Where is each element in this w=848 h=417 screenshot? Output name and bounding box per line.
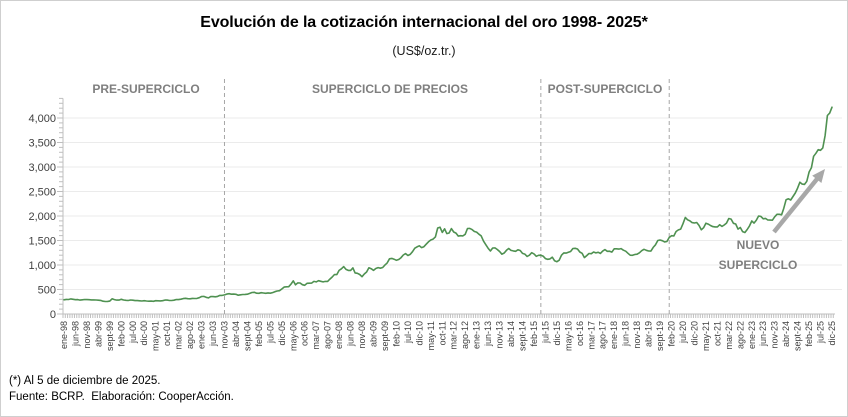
x-tick-label: mar-12 xyxy=(449,321,459,350)
y-tick-label: 3,000 xyxy=(28,162,56,174)
x-tick-label: sept-99 xyxy=(105,321,115,351)
x-tick-label: feb-10 xyxy=(391,321,401,347)
x-tick-label: jul-10 xyxy=(403,321,413,344)
x-tick-label: abr-24 xyxy=(781,321,791,347)
x-tick-label: feb-25 xyxy=(804,321,814,347)
y-tick-label: 3,500 xyxy=(28,138,56,150)
y-tick-label: 1,500 xyxy=(28,236,56,248)
x-tick-label: oct-16 xyxy=(575,321,585,346)
x-tick-label: feb-15 xyxy=(529,321,539,347)
x-tick-label: mar-17 xyxy=(586,321,596,350)
x-tick-label: dic-00 xyxy=(139,321,149,346)
x-tick-label: may-21 xyxy=(701,321,711,351)
x-tick-label: nov-18 xyxy=(632,321,642,349)
x-tick-label: mar-02 xyxy=(174,321,184,350)
x-tick-label: dic-05 xyxy=(277,321,287,346)
x-tick-label: may-01 xyxy=(151,321,161,351)
x-tick-label: feb-00 xyxy=(116,321,126,347)
y-tick-label: 1,000 xyxy=(28,260,56,272)
y-tick-label: 2,000 xyxy=(28,211,56,223)
x-tick-label: dic-20 xyxy=(689,321,699,346)
x-tick-label: abr-09 xyxy=(368,321,378,347)
annotation-nuevo-superciclo-line2: SUPERCICLO xyxy=(718,258,798,272)
x-tick-label: oct-06 xyxy=(300,321,310,346)
x-tick-label: ene-08 xyxy=(334,321,344,349)
period-label-post-superciclo: POST-SUPERCICLO xyxy=(547,82,663,96)
x-tick-label: nov-23 xyxy=(770,321,780,349)
x-tick-label: feb-05 xyxy=(254,321,264,347)
chart-subtitle: (US$/oz.tr.) xyxy=(392,44,456,58)
gold-price-line xyxy=(63,106,833,303)
x-tick-label: mar-07 xyxy=(311,321,321,350)
x-tick-label: jun-98 xyxy=(70,321,80,347)
x-tick-label: jul-25 xyxy=(816,321,826,344)
x-tick-label: jun-18 xyxy=(621,321,631,347)
x-tick-label: ago-02 xyxy=(185,321,195,349)
x-tick-label: oct-11 xyxy=(437,321,447,345)
x-tick-label: jun-23 xyxy=(758,321,768,347)
footnote-source: Fuente: BCRP. Elaboración: CooperAcción. xyxy=(9,391,234,403)
period-label-superciclo-de-precios: SUPERCICLO DE PRECIOS xyxy=(311,82,469,96)
x-tick-label: nov-08 xyxy=(357,321,367,349)
x-tick-label: jul-05 xyxy=(265,321,275,344)
x-tick-label: sept-19 xyxy=(655,321,665,351)
x-tick-label: nov-03 xyxy=(219,321,229,349)
x-tick-label: jun-08 xyxy=(346,321,356,347)
x-tick-label: abr-19 xyxy=(644,321,654,347)
x-tick-label: ago-07 xyxy=(323,321,333,349)
x-tick-label: dic-15 xyxy=(552,321,562,346)
x-tick-label: jun-13 xyxy=(483,321,493,347)
x-tick-label: ene-13 xyxy=(472,321,482,349)
x-tick-label: oct-21 xyxy=(712,321,722,346)
x-tick-label: sept-24 xyxy=(793,321,803,351)
x-tick-label: sept-04 xyxy=(242,321,252,351)
x-tick-label: ene-18 xyxy=(609,321,619,349)
chart-title: Evolución de la cotización internacional… xyxy=(200,14,648,31)
x-tick-label: jul-00 xyxy=(128,321,138,344)
y-tick-label: 2,500 xyxy=(28,187,56,199)
x-tick-label: jun-03 xyxy=(208,321,218,347)
x-tick-label: mar-22 xyxy=(724,321,734,350)
x-tick-label: abr-14 xyxy=(506,321,516,347)
x-tick-label: dic-25 xyxy=(827,321,837,346)
annotation-nuevo-superciclo-line1: NUEVO xyxy=(736,238,780,252)
x-tick-label: nov-13 xyxy=(495,321,505,349)
x-tick-label: sept-09 xyxy=(380,321,390,351)
x-tick-label: may-06 xyxy=(288,321,298,351)
trend-arrow-shaft xyxy=(772,177,819,234)
y-tick-label: 500 xyxy=(38,285,56,297)
x-tick-label: may-11 xyxy=(426,321,436,350)
x-tick-label: ene-03 xyxy=(197,321,207,349)
x-tick-label: ene-98 xyxy=(59,321,69,349)
x-tick-label: ene-23 xyxy=(747,321,757,349)
x-tick-label: nov-98 xyxy=(82,321,92,349)
x-tick-label: abr-99 xyxy=(93,321,103,347)
y-tick-label: 0 xyxy=(50,309,56,321)
x-tick-label: ago-12 xyxy=(460,321,470,349)
x-tick-label: oct-01 xyxy=(162,321,172,346)
x-tick-label: jul-20 xyxy=(678,321,688,344)
footnote-date: (*) Al 5 de diciembre de 2025. xyxy=(9,375,161,387)
x-tick-label: feb-20 xyxy=(667,321,677,347)
x-tick-label: dic-10 xyxy=(414,321,424,346)
trend-arrow-head xyxy=(812,169,825,183)
x-tick-label: may-16 xyxy=(563,321,573,351)
x-tick-label: abr-04 xyxy=(231,321,241,347)
x-tick-label: jul-15 xyxy=(540,321,550,344)
y-tick-label: 4,000 xyxy=(28,113,56,125)
period-label-pre-superciclo: PRE-SUPERCICLO xyxy=(92,82,200,96)
x-tick-label: sept-14 xyxy=(518,321,528,351)
x-tick-label: ago-17 xyxy=(598,321,608,349)
x-tick-label: ago-22 xyxy=(735,321,745,349)
